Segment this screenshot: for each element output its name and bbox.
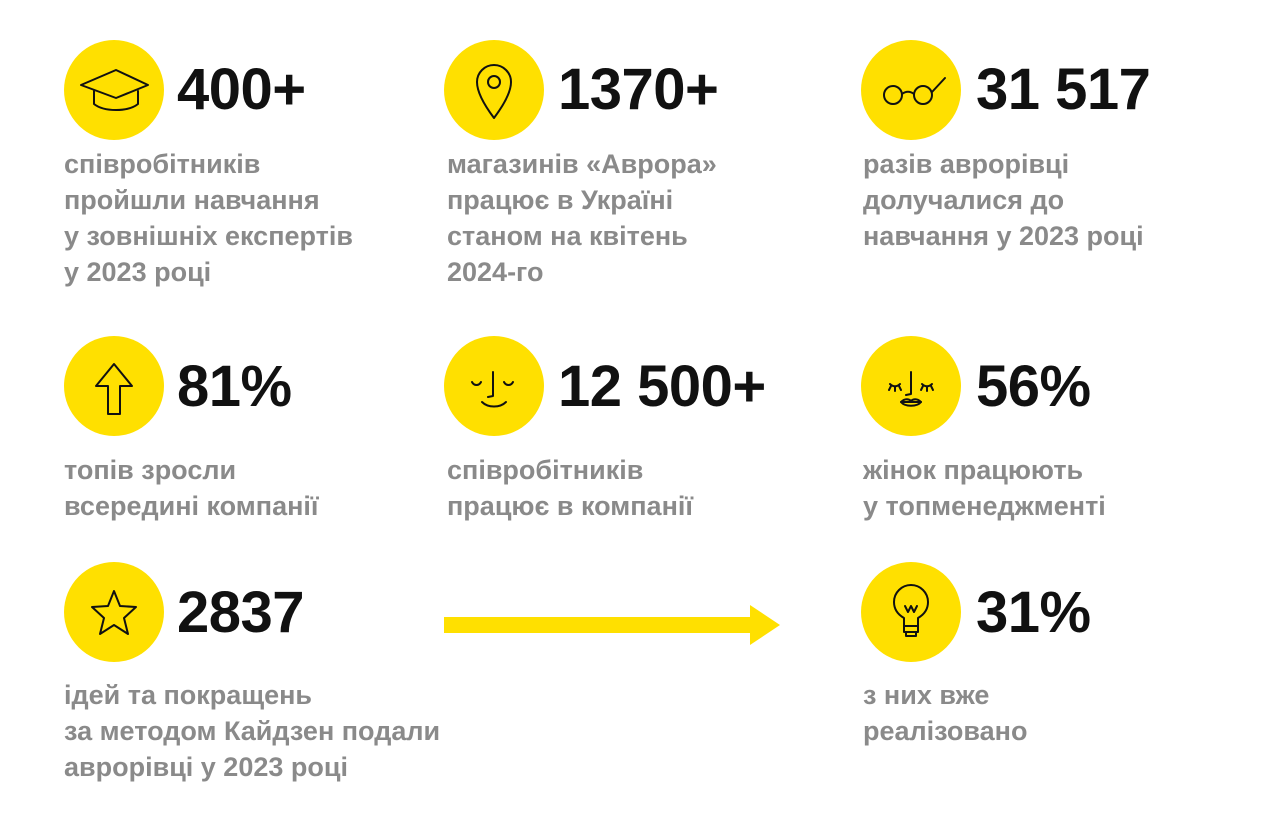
stat-description: магазинів «Аврора» працює в Україні стан… [447, 149, 717, 287]
stat-description: співробітників працює в компанії [447, 455, 693, 521]
stat-value: 1370+ [558, 57, 719, 122]
stat-description: разів аврорівці долучалися до навчання у… [863, 149, 1144, 251]
stat-description: жінок працюють у топменеджменті [863, 455, 1106, 521]
icon-circle [444, 40, 544, 140]
location-pin-icon [476, 64, 512, 119]
stat-value: 31 517 [976, 57, 1151, 122]
female-face-icon [888, 371, 934, 407]
stat-description: топів зросли всередині компанії [64, 455, 319, 521]
stat-description: співробітників пройшли навчання у зовніш… [64, 149, 353, 287]
star-icon [91, 590, 137, 635]
stat-description: ідей та покращень за методом Кайдзен под… [64, 680, 441, 782]
stat-value: 56% [976, 354, 1091, 419]
arrow-right-icon [444, 605, 780, 645]
icon-circle [64, 562, 164, 662]
arrow-up-icon [95, 363, 133, 415]
lightbulb-icon [893, 584, 929, 637]
stat-value: 400+ [177, 57, 306, 122]
stat-value: 31% [976, 580, 1091, 645]
icon-circle [64, 40, 164, 140]
stat-value: 2837 [177, 580, 305, 645]
icon-circle [861, 336, 961, 436]
icon-circle [444, 336, 544, 436]
smiling-face-icon [471, 371, 514, 408]
graduation-cap-icon [80, 69, 149, 111]
stat-value: 12 500+ [558, 354, 766, 419]
icon-circle [64, 336, 164, 436]
stat-value: 81% [177, 354, 292, 419]
icon-circle [861, 562, 961, 662]
glasses-icon [883, 77, 946, 105]
stat-description: з них вже реалізовано [863, 680, 1028, 746]
icon-circle [861, 40, 961, 140]
